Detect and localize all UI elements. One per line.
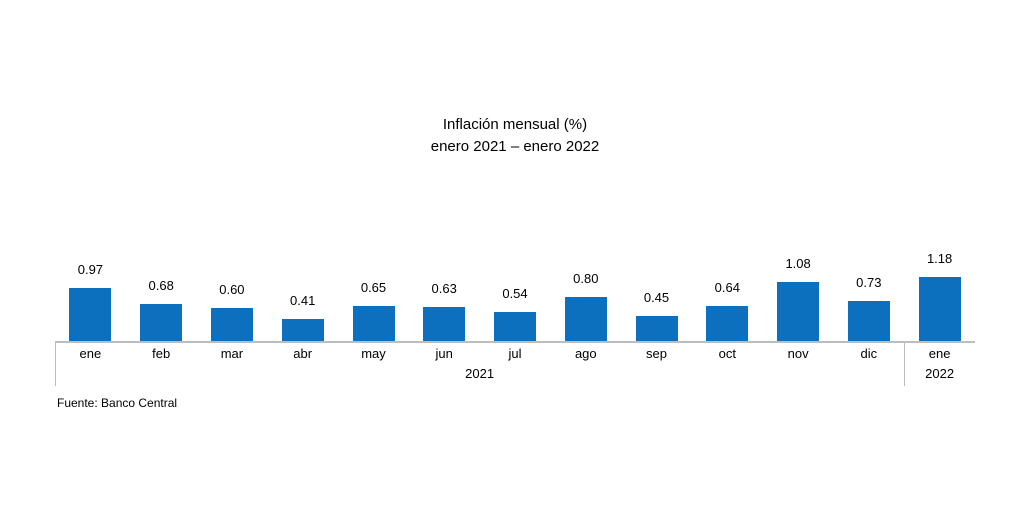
bar-value-label: 0.41 [290, 293, 316, 308]
bar-abr-3 [281, 319, 324, 341]
x-tick-label: ago [574, 346, 597, 361]
bar-value-label: 0.54 [502, 286, 528, 301]
x-axis-line [55, 341, 975, 343]
year-label-2021: 2021 [465, 366, 495, 381]
bar-mar-2 [210, 308, 253, 341]
bar-feb-1 [140, 304, 183, 341]
bar-ene-0 [69, 288, 112, 341]
bar-ago-7 [564, 297, 607, 341]
bar-dic-11 [847, 301, 890, 341]
chart-subtitle: enero 2021 – enero 2022 [430, 138, 600, 155]
chart-title: Inflación mensual (%) [442, 116, 588, 133]
bar-value-label: 0.73 [856, 275, 882, 290]
x-tick-label: feb [152, 346, 171, 361]
bar-value-label: 0.64 [714, 280, 740, 295]
year-label-2022: 2022 [925, 366, 955, 381]
axis-tick [904, 341, 906, 386]
source-note: Fuente: Banco Central [57, 396, 178, 410]
x-tick-label: ene [928, 346, 951, 361]
bar-value-label: 0.45 [643, 290, 670, 305]
x-tick-label: nov [787, 346, 809, 361]
x-tick-label: abr [293, 346, 313, 361]
x-tick-label: may [361, 346, 386, 361]
bar-value-label: 0.65 [360, 280, 387, 295]
bar-value-label: 1.18 [926, 251, 953, 266]
chart-title-block: Inflación mensual (%) enero 2021 – enero… [55, 114, 975, 158]
x-tick-label: jul [508, 346, 522, 361]
bar-jun-5 [423, 307, 466, 341]
x-tick-label: sep [646, 346, 667, 361]
x-tick-label: dic [860, 346, 878, 361]
bar-value-label: 0.63 [431, 281, 457, 296]
bar-jul-6 [494, 312, 536, 341]
bar-nov-10 [777, 282, 820, 341]
bar-value-label: 0.80 [573, 271, 599, 286]
axis-tick [55, 341, 57, 386]
bar-ene-12 [918, 277, 961, 341]
bar-oct-9 [706, 306, 749, 341]
x-tick-label: ene [79, 346, 102, 361]
bar-value-label: 0.97 [77, 262, 104, 277]
bar-may-4 [352, 306, 395, 341]
x-tick-label: oct [718, 346, 736, 361]
x-tick-label: jun [435, 346, 453, 361]
bar-value-label: 1.08 [785, 256, 811, 271]
bar-value-label: 0.60 [219, 282, 245, 297]
bar-sep-8 [635, 316, 678, 341]
bar-value-label: 0.68 [148, 278, 174, 293]
x-tick-label: mar [220, 346, 244, 361]
